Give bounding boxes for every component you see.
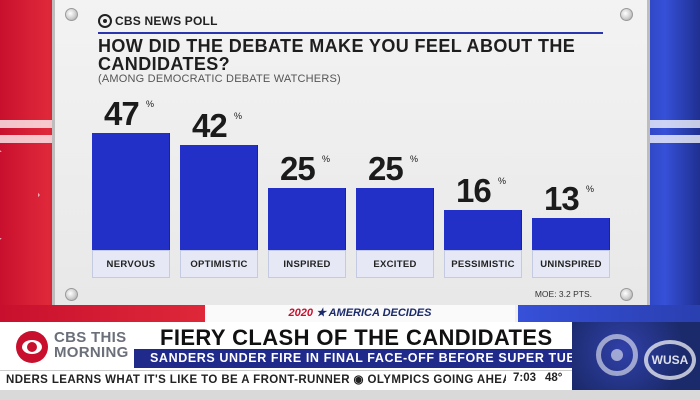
ticker-time: 7:03 bbox=[513, 372, 537, 384]
cbs-eye-logo-icon bbox=[16, 331, 48, 363]
bar-chart: 47% NERVOUS 42% OPTIMISTIC 25% INSPIRED 25% EXC… bbox=[92, 94, 610, 278]
band-year: 2020 bbox=[288, 307, 313, 319]
bar-nervous bbox=[92, 132, 170, 250]
category-label: NERVOUS bbox=[92, 250, 170, 278]
screw-icon bbox=[620, 288, 633, 301]
screw-icon bbox=[65, 8, 78, 21]
bar-value-label: 42 bbox=[192, 107, 228, 144]
bar-pessimistic bbox=[444, 210, 522, 250]
bar-value-label: 47 bbox=[104, 94, 140, 132]
percent-sign: % bbox=[146, 98, 155, 109]
bar-value-label: 13 bbox=[544, 179, 580, 217]
bottom-strip bbox=[0, 390, 700, 400]
bar-inspired bbox=[268, 187, 346, 250]
percent-sign: % bbox=[322, 153, 331, 164]
bar-optimistic bbox=[180, 145, 258, 250]
subheadline: SANDERS UNDER FIRE IN FINAL FACE-OFF BEF… bbox=[150, 351, 612, 365]
category-label: INSPIRED bbox=[268, 250, 346, 278]
category-label: OPTIMISTIC bbox=[180, 250, 258, 278]
band-label: 2020 ★ AMERICA DECIDES bbox=[205, 305, 515, 322]
ticker-temperature: 48° bbox=[545, 372, 563, 384]
category-label: UNINSPIRED bbox=[532, 250, 610, 278]
bar-uninspired bbox=[532, 217, 610, 250]
cbs-eye-icon bbox=[98, 14, 112, 28]
percent-sign: % bbox=[498, 176, 507, 186]
margin-of-error: MOE: 3.2 PTS. bbox=[534, 289, 592, 299]
category-label: PESSIMISTIC bbox=[444, 250, 522, 278]
bar-value-label: 25 bbox=[280, 149, 316, 187]
show-name-line1: CBS THIS bbox=[54, 329, 127, 346]
bar-value-label: 25 bbox=[368, 149, 404, 187]
category-label: EXCITED bbox=[356, 250, 434, 278]
percent-sign: % bbox=[234, 111, 243, 121]
background-stripe bbox=[630, 135, 700, 143]
station-logo: WUSA bbox=[644, 340, 696, 380]
poll-brand: CBS NEWS POLL bbox=[98, 14, 218, 28]
background-stripe bbox=[0, 120, 90, 128]
news-ticker bbox=[0, 370, 572, 390]
percent-sign: % bbox=[586, 183, 595, 194]
background-stripe bbox=[630, 120, 700, 128]
chart-subtitle: (AMONG DEMOCRATIC DEBATE WATCHERS) bbox=[98, 73, 341, 85]
brand-text: CBS NEWS POLL bbox=[115, 14, 218, 28]
show-name-line2: MORNING bbox=[54, 344, 129, 361]
bar-excited bbox=[356, 187, 434, 250]
subheadline-bar bbox=[134, 349, 572, 368]
screw-icon bbox=[620, 8, 633, 21]
title-rule bbox=[98, 32, 603, 34]
bar-value-label: 16 bbox=[456, 172, 492, 209]
ticker-text: NDERS LEARNS WHAT IT'S LIKE TO BE A FRON… bbox=[6, 374, 506, 386]
star-icon: ★ bbox=[316, 307, 326, 319]
headline: FIERY CLASH OF THE CANDIDATES bbox=[160, 325, 553, 350]
cbs-eye-watermark-icon bbox=[596, 334, 638, 376]
band-text: AMERICA DECIDES bbox=[328, 307, 432, 319]
show-name: CBS THIS MORNING bbox=[54, 330, 129, 360]
background-stripe bbox=[0, 135, 90, 143]
screw-icon bbox=[65, 288, 78, 301]
chart-title: HOW DID THE DEBATE MAKE YOU FEEL ABOUT T… bbox=[98, 36, 576, 74]
percent-sign: % bbox=[410, 153, 419, 164]
